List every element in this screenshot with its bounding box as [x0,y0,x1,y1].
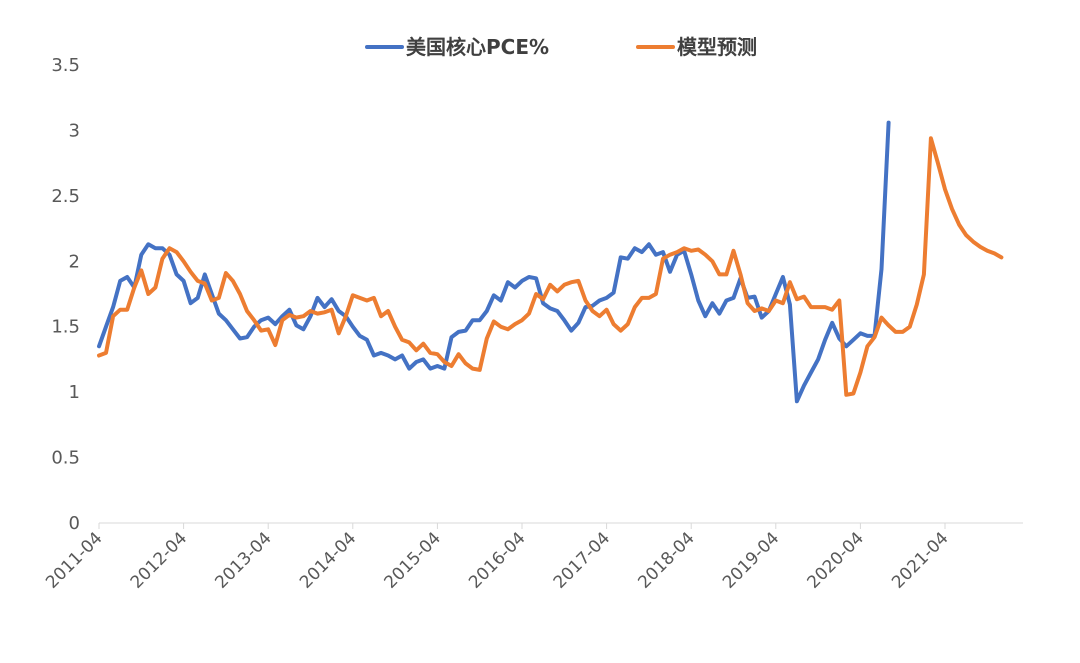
x-tick-label: 2019-04 [719,528,783,592]
x-tick-label: 2012-04 [127,528,191,592]
legend-item-model: 模型预测 [636,35,757,59]
y-tick-label: 1.5 [51,317,80,338]
x-tick-label: 2021-04 [888,528,952,592]
series-line-pce [97,120,891,404]
y-tick-label: 2.5 [51,186,80,207]
x-tick-label: 2016-04 [465,528,529,592]
legend-label-pce: 美国核心PCE% [406,35,549,59]
legend: 美国核心PCE% 模型预测 [365,35,757,59]
y-tick-label: 3.5 [51,55,80,76]
legend-item-pce: 美国核心PCE% [365,35,549,59]
series-group [97,120,1004,404]
x-tick-label: 2013-04 [211,528,275,592]
x-tick-label: 2011-04 [42,528,106,592]
x-tick-label: 2020-04 [804,528,868,592]
y-tick-label: 3 [69,120,80,141]
y-axis: 0 0.5 1 1.5 2 2.5 3 3.5 [51,55,80,534]
x-tick-label: 2017-04 [550,528,614,592]
y-tick-label: 0 [69,513,80,534]
y-tick-label: 1 [69,382,80,403]
legend-label-model: 模型预测 [677,35,757,59]
y-tick-label: 0.5 [51,448,80,469]
x-axis: 2011-04 2012-04 2013-04 2014-04 2015-04 2016-… [42,522,1023,593]
x-tick-label: 2018-04 [634,528,698,592]
y-tick-label: 2 [69,251,80,272]
x-tick-label: 2015-04 [381,528,445,592]
x-tick-label: 2014-04 [296,528,360,592]
series-line-model [97,136,1004,397]
